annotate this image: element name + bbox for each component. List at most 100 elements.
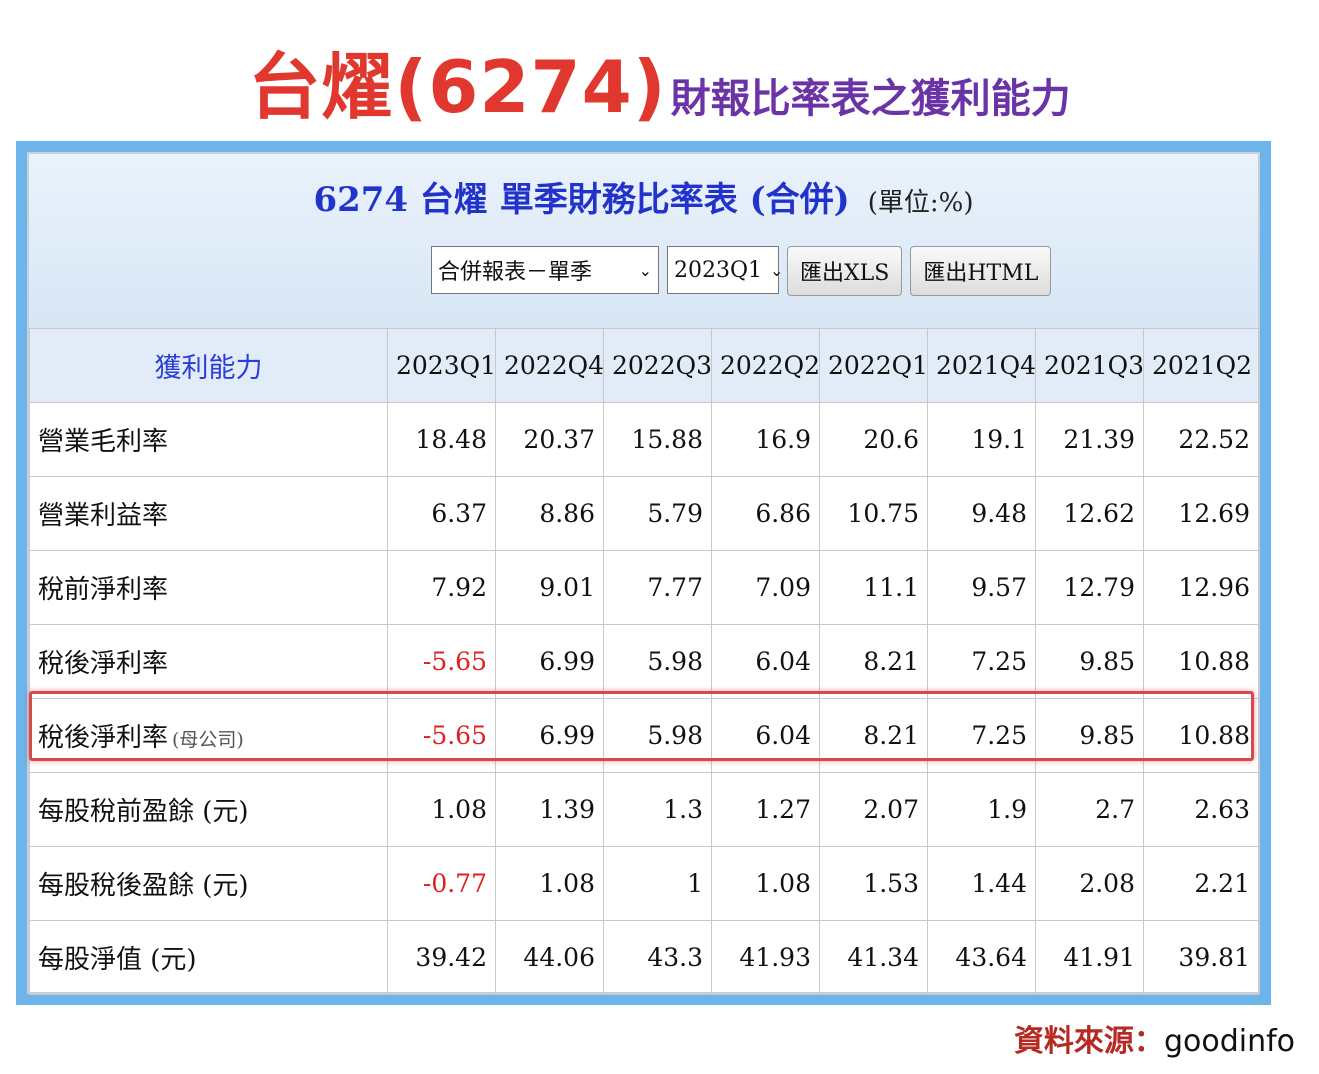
row-label: 營業毛利率 — [29, 402, 388, 477]
table-cell: 7.09 — [711, 550, 820, 625]
table-cell: 10.88 — [1143, 698, 1259, 773]
table-cell: 1.3 — [603, 772, 712, 847]
table-cell: 1.08 — [387, 772, 496, 847]
report-type-value: 合併報表－單季 — [438, 260, 593, 285]
table-cell: 1.53 — [819, 846, 928, 921]
table-cell: 8.21 — [819, 698, 928, 773]
table-cell: 43.64 — [927, 920, 1036, 995]
table-header-row: 獲利能力 2023Q1 2022Q4 2022Q3 2022Q2 2022Q1 … — [29, 328, 1259, 403]
table-cell: 9.01 — [495, 550, 604, 625]
table-cell: 9.48 — [927, 476, 1036, 551]
table-row: 稅前淨利率 7.92 9.01 7.77 7.09 11.1 9.57 12.7… — [29, 550, 1259, 625]
table-cell: 6.99 — [495, 698, 604, 773]
header-cell: 2022Q3 — [603, 328, 712, 403]
row-label: 稅前淨利率 — [29, 550, 388, 625]
table-cell: 6.86 — [711, 476, 820, 551]
period-select[interactable]: 2023Q1 ⌄ — [667, 246, 783, 294]
source-credit: 資料來源：goodinfo — [1014, 1016, 1295, 1060]
table-cell: 41.91 — [1035, 920, 1144, 995]
header-cell: 2021Q3 — [1035, 328, 1144, 403]
table-cell: 2.08 — [1035, 846, 1144, 921]
table-cell: 16.9 — [711, 402, 820, 477]
table-cell: 6.99 — [495, 624, 604, 699]
table-cell: 39.42 — [387, 920, 496, 995]
table-cell: 20.6 — [819, 402, 928, 477]
table-cell: 9.85 — [1035, 624, 1144, 699]
table-cell: 19.1 — [927, 402, 1036, 477]
table-cell: 10.88 — [1143, 624, 1259, 699]
table-cell: 2.7 — [1035, 772, 1144, 847]
unit-label: (單位:%) — [867, 188, 974, 218]
table-cell: 1.39 — [495, 772, 604, 847]
table-cell-negative: -5.65 — [387, 698, 496, 773]
table-cell: 5.79 — [603, 476, 712, 551]
table-cell: 7.25 — [927, 698, 1036, 773]
table-cell: 6.04 — [711, 698, 820, 773]
table-row: 每股稅後盈餘 (元) -0.77 1.08 1 1.08 1.53 1.44 2… — [29, 846, 1259, 921]
report-type-select[interactable]: 合併報表－單季 ⌄ — [431, 246, 659, 294]
table-cell: 43.3 — [603, 920, 712, 995]
chevron-down-icon: ⌄ — [638, 260, 652, 280]
controls-bar: 合併報表－單季 ⌄ 2023Q1 ⌄ 匯出XLS 匯出HTML — [431, 246, 1052, 296]
table-cell: 6.37 — [387, 476, 496, 551]
table-row: 稅後淨利率 -5.65 6.99 5.98 6.04 8.21 7.25 9.8… — [29, 624, 1259, 699]
row-label: 每股稅前盈餘 (元) — [29, 772, 388, 847]
header-cell: 2022Q4 — [495, 328, 604, 403]
table-cell: 1.08 — [711, 846, 820, 921]
table-cell: 12.62 — [1035, 476, 1144, 551]
table-cell: 1.44 — [927, 846, 1036, 921]
row-label: 稅後淨利率 — [29, 624, 388, 699]
table-cell: 39.81 — [1143, 920, 1259, 995]
table-cell: 12.69 — [1143, 476, 1259, 551]
panel-title: 6274 台燿 單季財務比率表 (合併) (單位:%) — [29, 172, 1258, 221]
table-cell: 12.79 — [1035, 550, 1144, 625]
table-row: 營業毛利率 18.48 20.37 15.88 16.9 20.6 19.1 2… — [29, 402, 1259, 477]
screenshot-frame: 6274 台燿 單季財務比率表 (合併) (單位:%) 合併報表－單季 ⌄ 202… — [16, 141, 1271, 1005]
header-cell: 2021Q4 — [927, 328, 1036, 403]
table-cell: 1.08 — [495, 846, 604, 921]
headline: 台燿(6274) 財報比率表之獲利能力 — [0, 28, 1319, 129]
table-row: 每股淨值 (元) 39.42 44.06 43.3 41.93 41.34 43… — [29, 920, 1259, 995]
profitability-table: 獲利能力 2023Q1 2022Q4 2022Q3 2022Q2 2022Q1 … — [29, 328, 1259, 995]
table-cell: 22.52 — [1143, 402, 1259, 477]
table-row-highlighted: 稅後淨利率 (母公司) -5.65 6.99 5.98 6.04 8.21 7.2… — [29, 698, 1259, 773]
header-cell: 2023Q1 — [387, 328, 496, 403]
table-cell: 41.34 — [819, 920, 928, 995]
row-label: 每股淨值 (元) — [29, 920, 388, 995]
source-value: goodinfo — [1163, 1024, 1295, 1059]
table-cell: 21.39 — [1035, 402, 1144, 477]
row-label: 稅後淨利率 (母公司) — [29, 698, 388, 773]
headline-sub: 財報比率表之獲利能力 — [670, 76, 1071, 122]
row-label-text: 稅後淨利率 — [38, 723, 169, 753]
row-label: 每股稅後盈餘 (元) — [29, 846, 388, 921]
table-cell: 2.21 — [1143, 846, 1259, 921]
table-cell: 1.9 — [927, 772, 1036, 847]
table-cell: 6.04 — [711, 624, 820, 699]
table-row: 每股稅前盈餘 (元) 1.08 1.39 1.3 1.27 2.07 1.9 2… — [29, 772, 1259, 847]
table-cell: 12.96 — [1143, 550, 1259, 625]
table-cell: 5.98 — [603, 624, 712, 699]
headline-main: 台燿(6274) — [248, 45, 667, 129]
export-xls-button[interactable]: 匯出XLS — [787, 246, 903, 296]
table-cell: 8.86 — [495, 476, 604, 551]
table-cell-negative: -0.77 — [387, 846, 496, 921]
table-row: 營業利益率 6.37 8.86 5.79 6.86 10.75 9.48 12.… — [29, 476, 1259, 551]
header-cell: 2022Q2 — [711, 328, 820, 403]
table-cell: 11.1 — [819, 550, 928, 625]
table-cell: 10.75 — [819, 476, 928, 551]
table-cell: 1.27 — [711, 772, 820, 847]
table-title: 6274 台燿 單季財務比率表 (合併) — [313, 180, 850, 220]
export-html-button[interactable]: 匯出HTML — [910, 246, 1052, 296]
table-cell: 7.92 — [387, 550, 496, 625]
table-cell: 2.63 — [1143, 772, 1259, 847]
table-cell: 7.77 — [603, 550, 712, 625]
table-cell: 1 — [603, 846, 712, 921]
table-cell: 9.57 — [927, 550, 1036, 625]
ratio-panel: 6274 台燿 單季財務比率表 (合併) (單位:%) 合併報表－單季 ⌄ 202… — [27, 152, 1260, 995]
table-cell: 15.88 — [603, 402, 712, 477]
table-cell: 2.07 — [819, 772, 928, 847]
table-cell: 7.25 — [927, 624, 1036, 699]
table-cell: 5.98 — [603, 698, 712, 773]
header-cell: 獲利能力 — [29, 328, 388, 403]
table-cell: 41.93 — [711, 920, 820, 995]
